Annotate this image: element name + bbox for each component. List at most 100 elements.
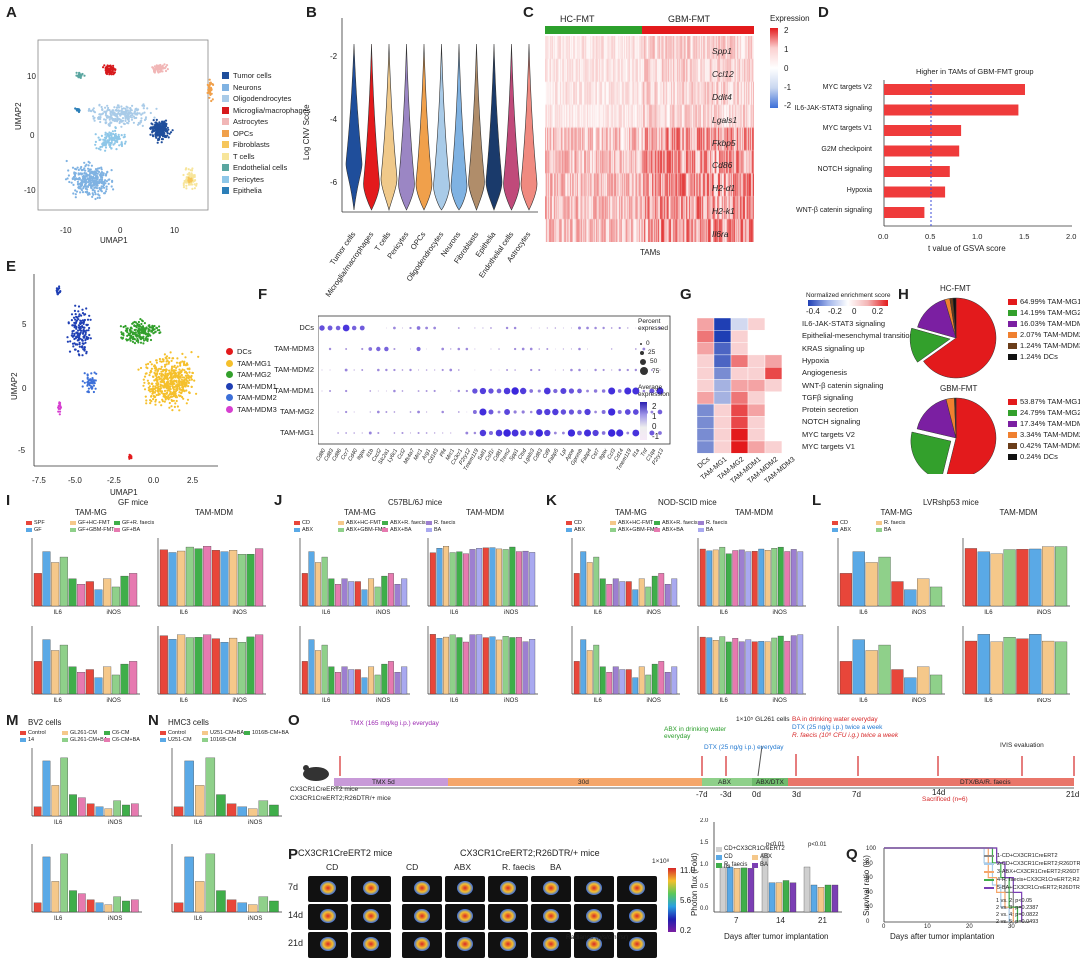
umap-e-point (135, 334, 138, 337)
bar-panel-title: NOD-SCID mice (658, 498, 717, 507)
gsva-bar (884, 166, 950, 177)
flux-sig: p<0.01 (766, 842, 785, 848)
dotplot-dot (632, 429, 640, 437)
bar-rect (194, 637, 203, 695)
umap-e-point (95, 372, 98, 375)
umap-a-point (133, 112, 136, 115)
umap-a-point (156, 141, 159, 144)
dotplot-dot (490, 369, 492, 371)
umap-e-point (162, 394, 165, 397)
bar-panel-sub: TAM-MG (344, 508, 376, 517)
survival-legend-swatch (984, 863, 994, 865)
umap-a-point (75, 190, 78, 193)
bar-legend-label: U251-CM (168, 737, 192, 743)
ivis-image (531, 876, 571, 902)
umap-a-point (86, 188, 89, 191)
dotplot-f-pct-title: Percent expressed (638, 318, 668, 332)
bar-rect (301, 573, 308, 607)
dotplot-dot (337, 432, 339, 434)
umap-a-point (78, 185, 81, 188)
umap-e-point (84, 313, 87, 316)
umap-e-point (163, 389, 167, 392)
bar-rect (797, 634, 804, 695)
umap-a-point (125, 109, 128, 112)
umap-a-point (96, 172, 99, 175)
umap-e-point (138, 331, 141, 334)
legend-swatch (226, 348, 233, 356)
ivis-signal (629, 881, 645, 895)
umap-e-point (165, 368, 168, 371)
umap-a-point (120, 141, 123, 144)
timeline-o-tick: 21d (1066, 790, 1080, 799)
bar-rect (738, 641, 745, 695)
umap-a-point (146, 107, 149, 110)
dotplot-dot (578, 368, 581, 372)
ivis-image (574, 904, 614, 930)
timeline-o-seg: ABX/DTX (756, 779, 784, 786)
legend-label: DCs (237, 347, 252, 357)
umap-a-point (182, 183, 185, 187)
umap-e-legend-item: DCs (226, 346, 277, 358)
bar-xtick: IL6 (179, 610, 188, 616)
dotplot-dot (505, 326, 509, 330)
survival-ytick: 40 (866, 889, 873, 896)
dotplot-dot (425, 390, 428, 392)
umap-a-point (90, 175, 93, 178)
umap-e-point (184, 356, 187, 359)
umap-e-point (144, 332, 147, 335)
umap-a-ytick: 0 (30, 131, 35, 140)
umap-e-legend-item: TAM-MDM3 (226, 404, 277, 416)
umap-a-point (106, 104, 109, 107)
dotplot-dot (401, 369, 404, 371)
bar-rect (790, 549, 797, 607)
dotplot-dot (513, 410, 517, 414)
nes-cell (713, 391, 732, 405)
bar-legend-label: 14 (28, 737, 35, 743)
umap-a-point (190, 172, 193, 175)
bar-legend-label: ABX+BA (662, 527, 684, 533)
umap-a-point (188, 171, 191, 174)
nes-cell (697, 403, 715, 417)
nes-cell (697, 330, 715, 343)
survival-q-legend: 1-CD+CX3CR1CreERT2 2-CD+CX3CR1CreERT2;R26… (984, 852, 1080, 892)
umap-a-point (142, 107, 145, 110)
umap-a-point (94, 140, 97, 143)
ivis-image (308, 876, 348, 902)
umap-a-point (93, 119, 96, 122)
dotplot-dot (511, 429, 519, 437)
umap-a-point (99, 117, 102, 121)
nes-cell (713, 379, 732, 393)
dotplot-dot (433, 369, 436, 371)
umap-a-point (80, 173, 83, 176)
umap-e-point (168, 385, 171, 388)
umap-a-point (107, 133, 110, 136)
dotplot-row-label: TAM-MG2 (279, 407, 314, 416)
gsva-xtick: 1.5 (1019, 232, 1030, 241)
flux-ytick: 0.5 (700, 884, 709, 890)
bar-rect (522, 641, 529, 695)
umap-e-point (129, 329, 132, 332)
umap-a-point (120, 105, 123, 108)
bar-rect (301, 661, 308, 695)
umap-e-point (85, 307, 88, 310)
nes-cell (764, 428, 783, 442)
bar-rect (1003, 549, 1016, 607)
umap-e-point (144, 337, 147, 340)
gsva-d-plot (883, 80, 1072, 227)
umap-e-point (149, 402, 152, 405)
dotplot-dot (584, 408, 591, 416)
umap-a-point (74, 167, 77, 170)
umap-a-xlabel: UMAP1 (100, 236, 128, 245)
legend-label: Oligodendrocytes (233, 94, 292, 104)
bar-rect (719, 546, 726, 607)
umap-e-point (164, 356, 167, 359)
umap-a-point (163, 123, 166, 126)
umap-a-point (171, 129, 174, 132)
legend-swatch (222, 175, 229, 183)
dotplot-dot (488, 430, 493, 436)
bar-panel-title: GF mice (118, 498, 149, 507)
ivis-p-scale-top: 1×10⁸ (652, 858, 670, 865)
ivis-signal (363, 937, 379, 951)
nes-cell (747, 428, 766, 442)
umap-a-point (116, 140, 119, 144)
